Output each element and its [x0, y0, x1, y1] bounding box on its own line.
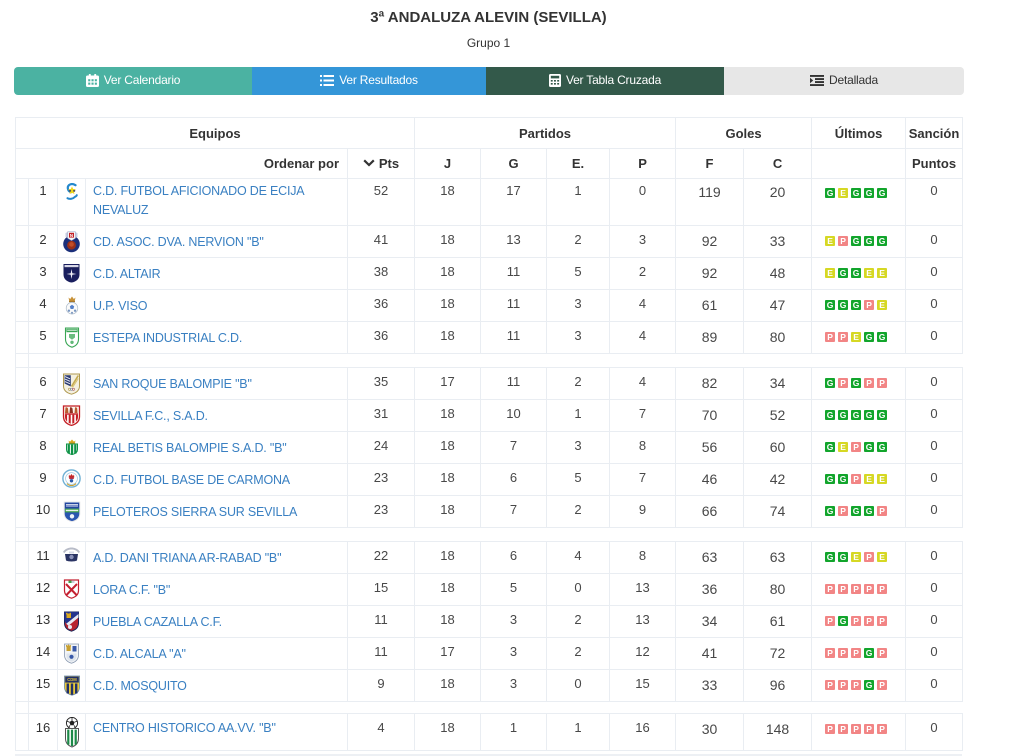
svg-text:N: N	[70, 233, 73, 238]
svg-text:CDM: CDM	[67, 677, 77, 682]
